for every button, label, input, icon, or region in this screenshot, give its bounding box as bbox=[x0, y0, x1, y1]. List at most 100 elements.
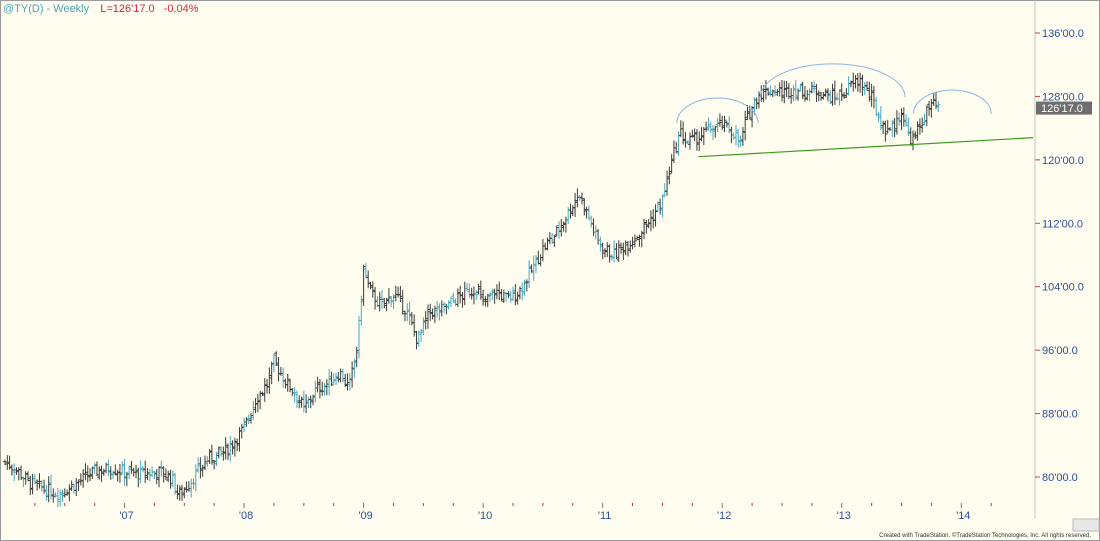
weekly-bar bbox=[347, 373, 352, 391]
weekly-bar bbox=[713, 125, 718, 138]
x-tick-label: '13 bbox=[837, 510, 851, 522]
weekly-bar bbox=[488, 292, 493, 302]
weekly-bar bbox=[619, 242, 624, 254]
weekly-bar bbox=[19, 465, 24, 481]
weekly-bar bbox=[88, 468, 93, 482]
weekly-bar bbox=[193, 464, 198, 492]
weekly-bar bbox=[391, 294, 396, 310]
weekly-bar bbox=[545, 237, 550, 251]
weekly-bar bbox=[596, 228, 601, 245]
weekly-bar bbox=[58, 489, 63, 507]
weekly-bar bbox=[768, 85, 773, 97]
weekly-bar bbox=[920, 117, 925, 133]
weekly-bar bbox=[338, 368, 343, 383]
weekly-bar bbox=[814, 83, 819, 103]
weekly-bar bbox=[522, 279, 527, 296]
weekly-bar bbox=[738, 135, 743, 148]
weekly-bar bbox=[848, 80, 853, 88]
weekly-bar bbox=[685, 140, 690, 145]
weekly-bar bbox=[186, 481, 191, 492]
weekly-bar bbox=[432, 305, 437, 323]
weekly-bar bbox=[867, 81, 872, 102]
weekly-bar bbox=[589, 215, 594, 228]
weekly-bar bbox=[329, 371, 334, 387]
weekly-bar bbox=[359, 295, 364, 326]
weekly-bar bbox=[173, 473, 178, 495]
weekly-bar bbox=[552, 235, 557, 247]
weekly-bar bbox=[265, 379, 270, 394]
weekly-bar bbox=[798, 83, 803, 92]
weekly-bar bbox=[274, 351, 279, 366]
weekly-bar bbox=[904, 113, 909, 127]
drawing-overlays bbox=[676, 63, 1034, 158]
weekly-bar bbox=[170, 470, 175, 488]
weekly-bar bbox=[334, 372, 339, 386]
weekly-bar bbox=[511, 286, 516, 301]
weekly-bar bbox=[35, 479, 40, 491]
weekly-bar bbox=[770, 89, 775, 98]
weekly-bar bbox=[483, 296, 488, 307]
weekly-bar bbox=[602, 248, 607, 258]
weekly-bar bbox=[911, 130, 916, 151]
weekly-bar bbox=[529, 264, 534, 273]
weekly-bar bbox=[209, 444, 214, 465]
weekly-bar bbox=[881, 120, 886, 134]
weekly-bar bbox=[688, 132, 693, 150]
weekly-bar bbox=[242, 417, 247, 433]
weekly-bar bbox=[579, 192, 584, 205]
weekly-bar bbox=[722, 115, 727, 133]
weekly-bar bbox=[65, 489, 70, 496]
weekly-bar bbox=[635, 235, 640, 241]
weekly-bar bbox=[145, 468, 150, 481]
weekly-bar bbox=[430, 308, 435, 320]
weekly-bar bbox=[791, 84, 796, 102]
weekly-bar bbox=[37, 473, 42, 489]
weekly-bar bbox=[582, 198, 587, 216]
weekly-bar bbox=[301, 390, 306, 413]
weekly-bar bbox=[508, 290, 513, 303]
x-tick-label: '07 bbox=[119, 510, 133, 522]
weekly-bar bbox=[99, 465, 104, 483]
weekly-bar bbox=[828, 90, 833, 105]
weekly-bar bbox=[860, 74, 865, 97]
weekly-bar bbox=[642, 218, 647, 240]
weekly-bar bbox=[97, 466, 102, 480]
weekly-bar bbox=[561, 221, 566, 232]
weekly-bar bbox=[637, 234, 642, 247]
weekly-bar bbox=[407, 301, 412, 325]
weekly-bar bbox=[453, 298, 458, 307]
weekly-bar bbox=[630, 236, 635, 250]
weekly-bar bbox=[773, 85, 778, 97]
weekly-bar bbox=[177, 485, 182, 501]
weekly-bar bbox=[499, 289, 504, 302]
scrollbar-corner[interactable] bbox=[1072, 518, 1100, 532]
weekly-bar bbox=[694, 129, 699, 151]
weekly-bar bbox=[278, 366, 283, 376]
y-tick-label: 120'00.0 bbox=[1042, 155, 1084, 167]
weekly-bar bbox=[444, 303, 449, 315]
weekly-bar bbox=[933, 91, 938, 110]
weekly-bar bbox=[855, 73, 860, 92]
weekly-bar bbox=[147, 468, 152, 482]
weekly-bar bbox=[648, 210, 653, 232]
weekly-bar bbox=[819, 91, 824, 101]
weekly-bar bbox=[570, 205, 575, 216]
weekly-bar bbox=[106, 459, 111, 476]
weekly-bar bbox=[101, 468, 106, 476]
weekly-bar bbox=[481, 289, 486, 306]
weekly-bar bbox=[168, 469, 173, 489]
weekly-bar bbox=[842, 92, 847, 99]
weekly-bar bbox=[198, 457, 203, 479]
weekly-bar bbox=[727, 116, 732, 134]
weekly-bar bbox=[697, 131, 702, 152]
weekly-bar bbox=[531, 255, 536, 281]
weekly-bar bbox=[660, 194, 665, 218]
weekly-bar bbox=[281, 367, 286, 388]
weekly-bar bbox=[844, 88, 849, 99]
weekly-bar bbox=[913, 131, 918, 140]
weekly-bar bbox=[743, 110, 748, 141]
weekly-bar bbox=[350, 361, 355, 388]
weekly-bar bbox=[244, 417, 249, 427]
weekly-bar bbox=[299, 396, 304, 408]
weekly-bar bbox=[285, 373, 290, 392]
